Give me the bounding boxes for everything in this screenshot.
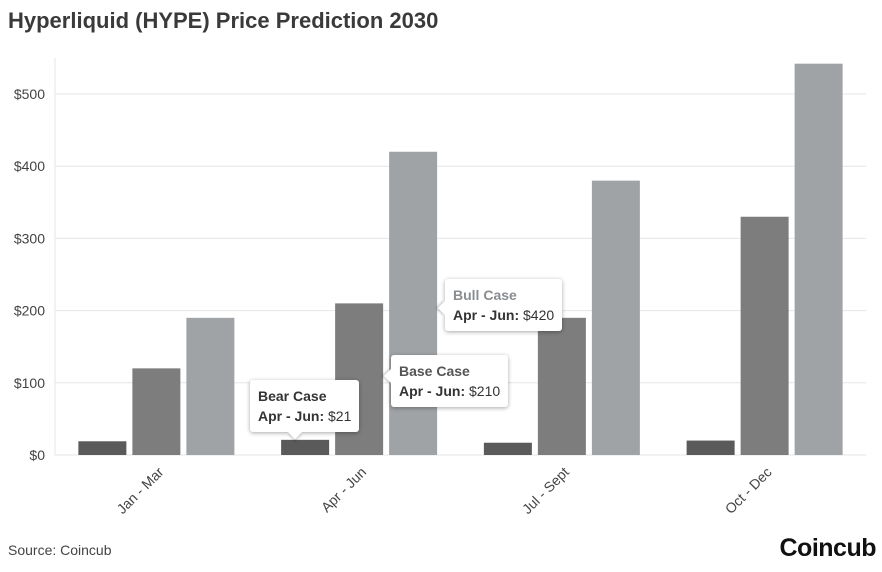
- bar-base-case-4[interactable]: [740, 216, 789, 455]
- tooltip-value: $210: [469, 383, 501, 399]
- bar-bear-case-2[interactable]: [281, 439, 330, 455]
- bar-bear-case-1[interactable]: [78, 441, 127, 455]
- x-category-label: Jul - Sept: [519, 464, 572, 517]
- coincub-logo: Coincub: [779, 534, 877, 562]
- tooltip-base-case: Base Case Apr - Jun: $210: [391, 355, 509, 407]
- bars: [78, 63, 843, 456]
- y-tick-label: $400: [14, 158, 45, 174]
- bar-bear-case-3[interactable]: [483, 442, 532, 455]
- tooltip-label: Apr - Jun:: [399, 383, 466, 399]
- y-tick-label: $200: [14, 303, 45, 319]
- bar-bull-case-3[interactable]: [591, 180, 640, 455]
- bar-base-case-1[interactable]: [132, 368, 181, 455]
- x-axis-categories: Jan - Mar Apr - Jun Jul - Sept Oct - Dec: [113, 464, 774, 517]
- y-tick-label: $500: [14, 86, 45, 102]
- x-category-label: Oct - Dec: [722, 464, 775, 517]
- bar-bull-case-2[interactable]: [389, 151, 438, 455]
- bar-bull-case-4[interactable]: [794, 63, 843, 456]
- bar-bear-case-4[interactable]: [686, 440, 735, 455]
- source-note: Source: Coincub: [8, 542, 112, 558]
- x-category-label: Jan - Mar: [113, 464, 166, 517]
- bar-base-case-3[interactable]: [537, 317, 586, 455]
- tooltip-label: Apr - Jun:: [258, 408, 325, 424]
- y-tick-label: $100: [14, 375, 45, 391]
- y-tick-label: $300: [14, 230, 45, 246]
- tooltip-label: Apr - Jun:: [453, 307, 520, 323]
- bar-bull-case-1[interactable]: [186, 317, 235, 455]
- x-category-label: Apr - Jun: [318, 464, 369, 515]
- tooltip-value: $21: [328, 408, 352, 424]
- y-axis-ticks: $0 $100 $200 $300 $400 $500: [14, 86, 45, 463]
- tooltip-bear-case: Bear Case Apr - Jun: $21: [250, 380, 360, 432]
- bar-chart: $0 $100 $200 $300 $400 $500 Jan - Mar Apr - Ju…: [14, 58, 866, 517]
- tooltip-series-name: Bear Case: [258, 388, 327, 404]
- tooltip-bull-case: Bull Case Apr - Jun: $420: [445, 279, 563, 331]
- tooltip-value: $420: [523, 307, 555, 323]
- y-tick-label: $0: [29, 447, 45, 463]
- tooltip-series-name: Bull Case: [453, 287, 517, 303]
- tooltip-series-name: Base Case: [399, 363, 470, 379]
- chart-title: Hyperliquid (HYPE) Price Prediction 2030: [8, 8, 439, 33]
